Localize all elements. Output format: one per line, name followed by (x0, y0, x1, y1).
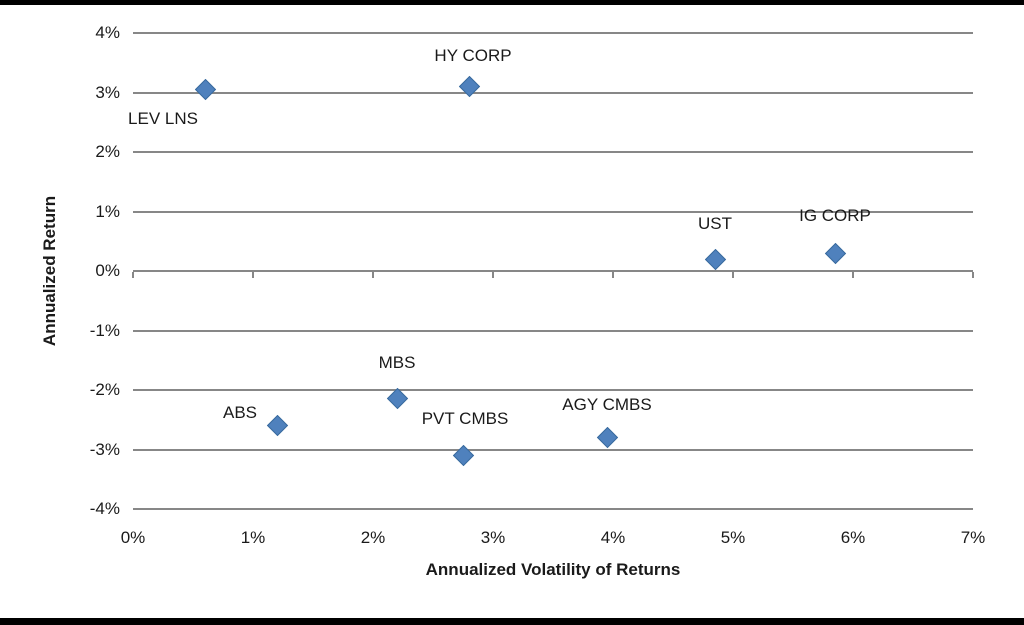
horizontal-gridline (133, 329, 973, 332)
bottom-border-rule (0, 618, 1024, 625)
data-point-label: LEV LNS (128, 108, 198, 128)
data-point-marker (824, 242, 846, 264)
x-axis-tick-mark (492, 272, 494, 278)
x-axis-tick-mark (732, 272, 734, 278)
x-axis-tick-mark (612, 272, 614, 278)
y-tick-label: -1% (89, 320, 120, 340)
data-point-label: PVT CMBS (421, 409, 509, 429)
y-tick-label: -4% (89, 499, 120, 518)
y-tick-label: -2% (89, 380, 120, 399)
data-point-marker (458, 75, 480, 98)
data-point-label: IG CORP (799, 206, 871, 226)
data-point-label: MBS (378, 352, 416, 372)
x-axis-title: Annualized Volatility of Returns (425, 560, 681, 579)
x-tick-label: 5% (720, 528, 746, 547)
horizontal-gridline (133, 389, 973, 391)
data-point-marker (596, 426, 618, 449)
x-axis-tick-mark (372, 272, 374, 278)
horizontal-gridline (133, 210, 973, 213)
x-tick-label: 4% (600, 528, 626, 547)
x-axis-line (133, 270, 973, 272)
top-border-rule (0, 0, 1024, 5)
data-point-marker (386, 388, 408, 410)
data-point-marker (266, 415, 288, 437)
data-point-label: AGY CMBS (562, 394, 652, 414)
data-point-marker (194, 78, 216, 101)
y-tick-label: -3% (89, 439, 120, 459)
x-tick-label: 6% (840, 528, 866, 547)
y-tick-label: 1% (95, 201, 120, 221)
horizontal-gridline (133, 448, 973, 451)
horizontal-gridline (133, 151, 973, 153)
y-tick-label: 4% (95, 23, 120, 42)
y-axis-title: Annualized Return (40, 195, 59, 347)
x-tick-label: 1% (240, 528, 266, 547)
horizontal-gridline (133, 32, 973, 34)
data-point-label: ABS (222, 402, 258, 422)
y-tick-label: 0% (95, 261, 120, 280)
x-tick-label: 0% (120, 528, 146, 547)
horizontal-gridline (133, 508, 973, 510)
horizontal-gridline (133, 91, 973, 94)
y-tick-label: 3% (95, 82, 120, 102)
x-tick-label: 2% (360, 528, 386, 547)
y-tick-label: 2% (95, 142, 120, 161)
data-point-label: HY CORP (434, 45, 512, 65)
x-axis-tick-mark (132, 272, 134, 278)
x-axis-tick-mark (252, 272, 254, 278)
data-point-marker (704, 248, 726, 270)
x-tick-label: 7% (960, 528, 986, 547)
x-axis-tick-mark (852, 272, 854, 278)
x-tick-label: 3% (480, 528, 506, 547)
data-point-label: UST (698, 214, 732, 234)
x-axis-tick-mark (972, 272, 974, 278)
